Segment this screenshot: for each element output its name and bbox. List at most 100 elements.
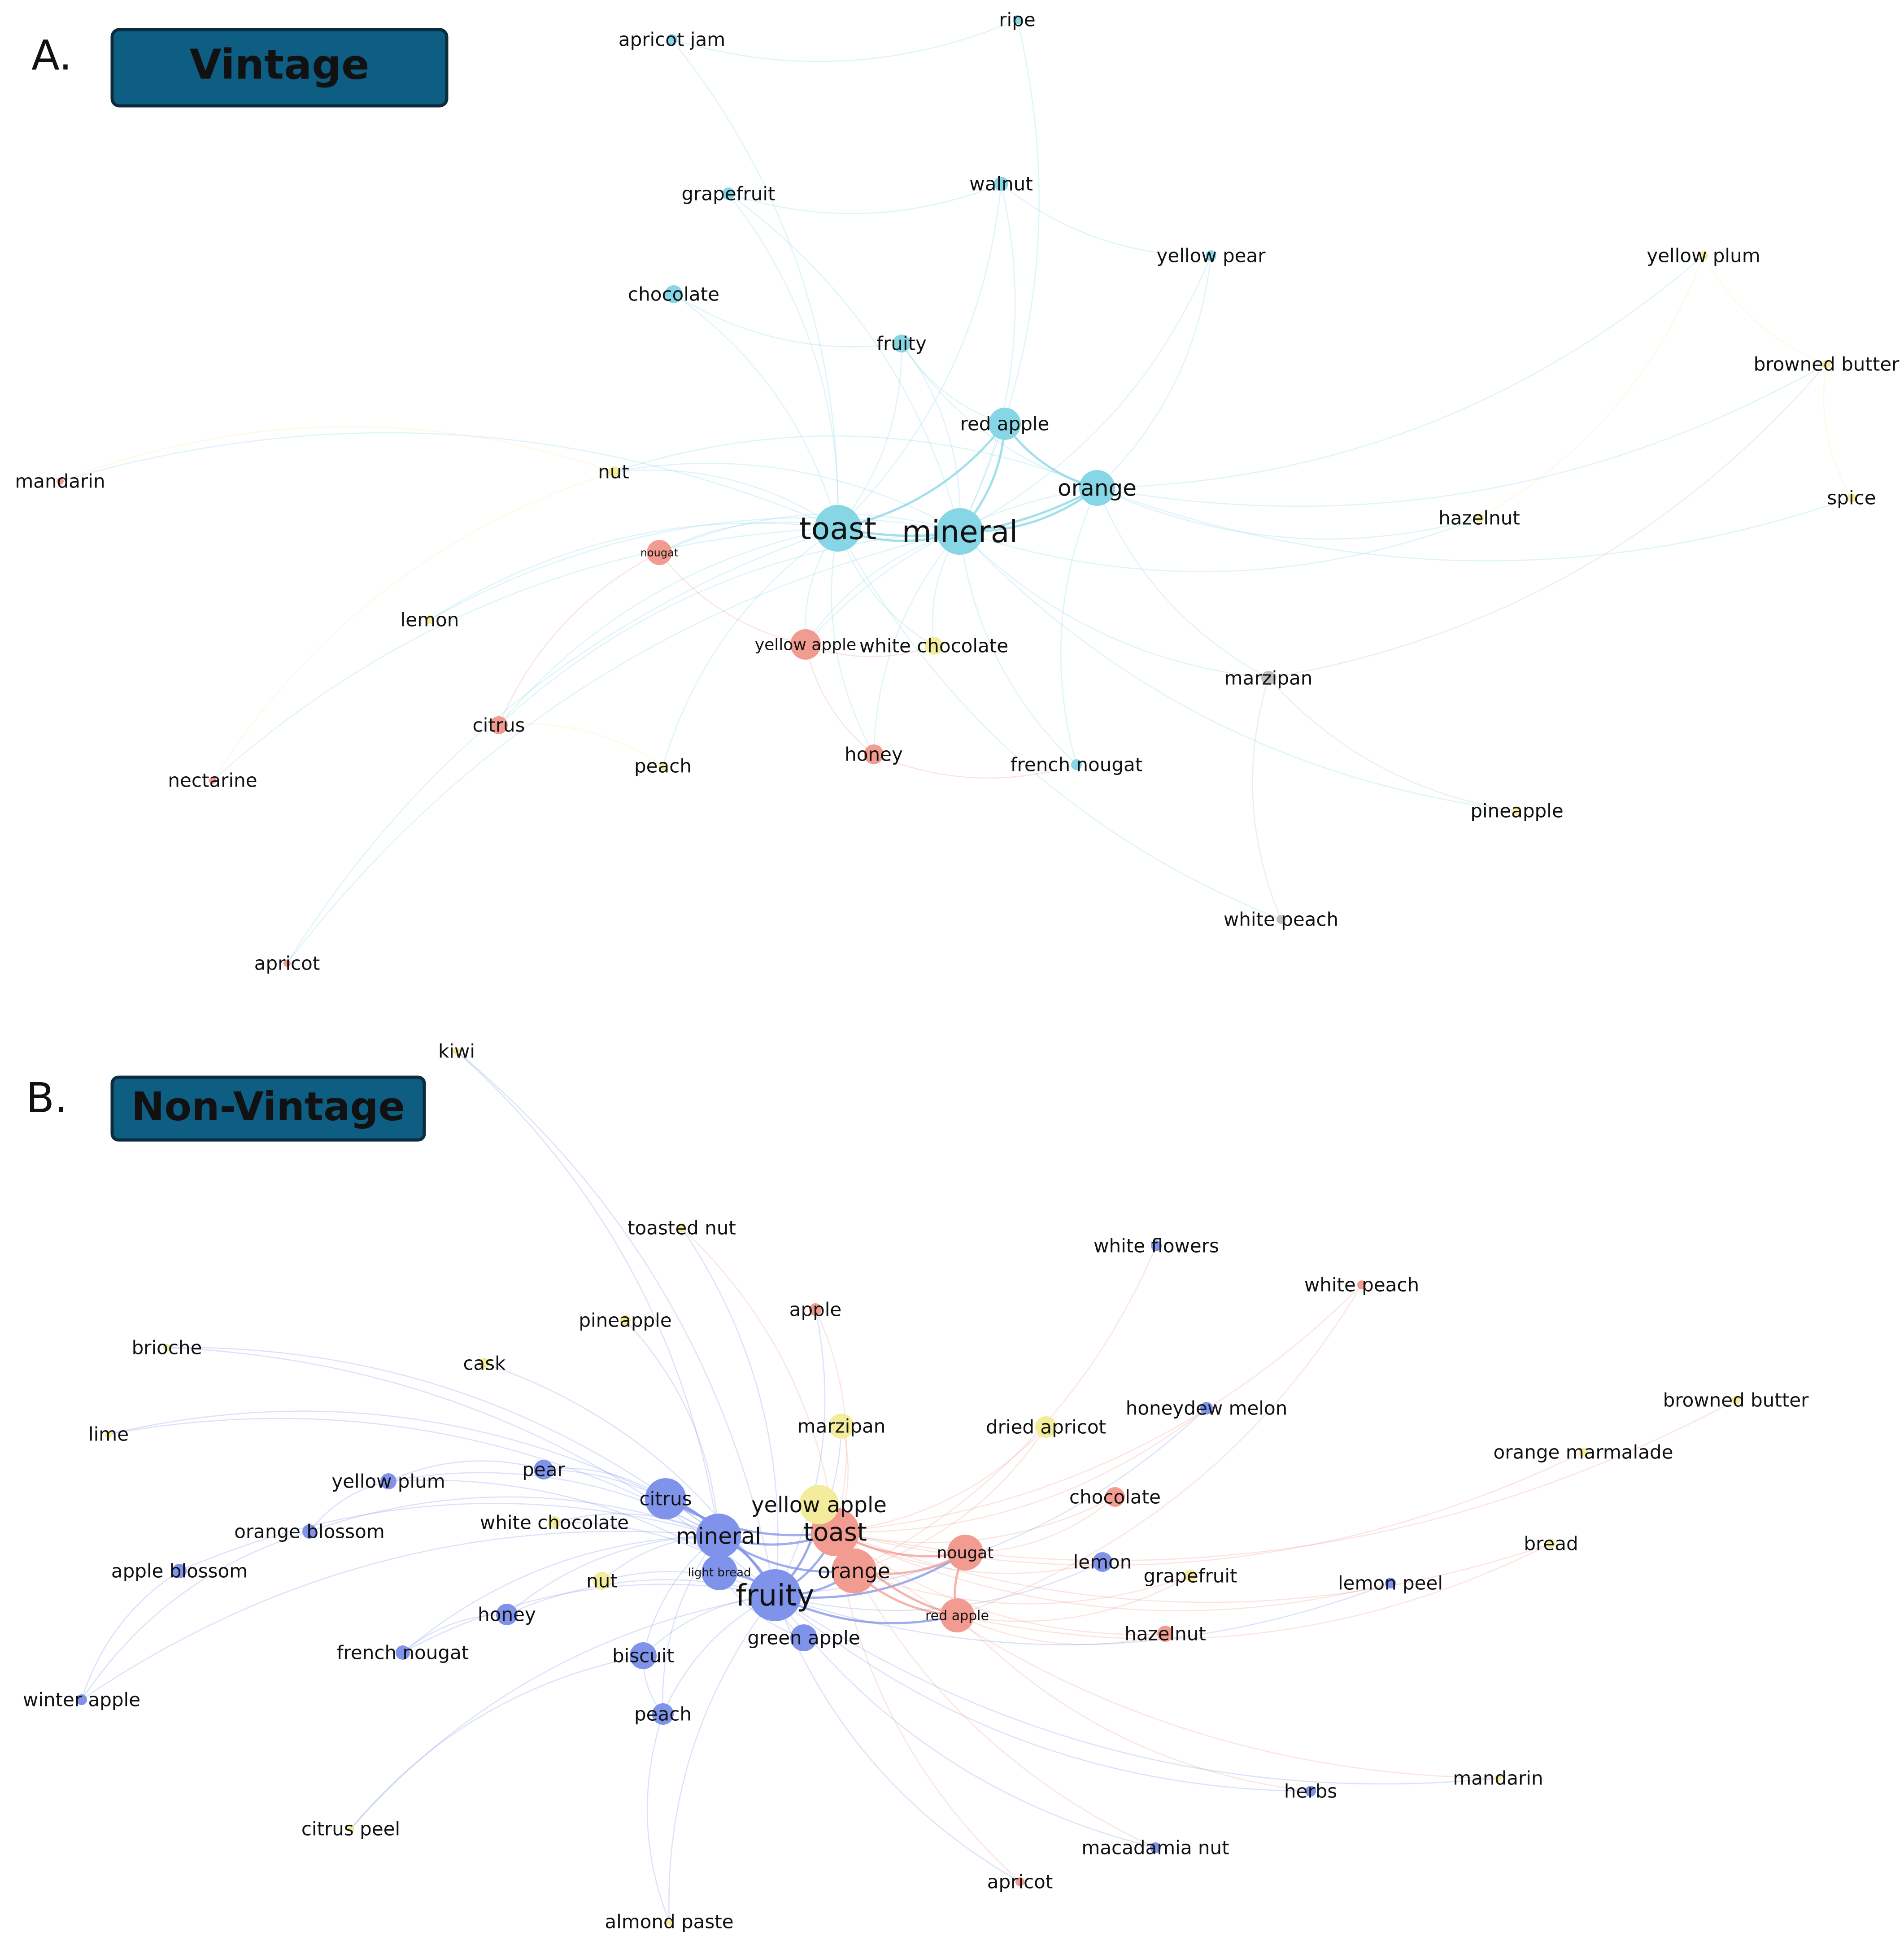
- edge-nougat-citrus: [498, 552, 660, 726]
- edge-fruity-orange: [901, 343, 1098, 489]
- node-chocolate: [1105, 1487, 1125, 1507]
- node-ripe: [1013, 15, 1022, 24]
- node-label-nougat: nougat: [937, 1544, 994, 1562]
- node-label-hazelnut: hazelnut: [1124, 1623, 1206, 1645]
- node-white-peach: [1357, 1280, 1366, 1289]
- node-label-macadamia-nut: macadamia nut: [1081, 1837, 1229, 1859]
- node-apple-blossom: [172, 1564, 187, 1578]
- edge-mineral-pear: [543, 1469, 719, 1536]
- node-orange: [1079, 470, 1115, 506]
- node-label-lemon: lemon: [401, 609, 459, 631]
- edge-orange-dried-apricot: [854, 1427, 1047, 1572]
- edge-red-apple-white-peach: [957, 1284, 1363, 1616]
- edge-mineral-pineapple: [959, 531, 1517, 812]
- edge-fruity-macadamia-nut: [774, 1595, 1156, 1849]
- node-bread: [1547, 1539, 1555, 1548]
- edge-toast-lemon: [429, 522, 838, 621]
- node-grapefruit: [1184, 1570, 1197, 1582]
- node-cask: [479, 1358, 490, 1369]
- node-label-chocolate: chocolate: [1069, 1486, 1161, 1508]
- node-spice: [1847, 493, 1856, 502]
- edge-toast-white-peach: [837, 528, 1281, 920]
- node-pear: [534, 1460, 553, 1479]
- edge-orange-hazelnut: [1097, 487, 1480, 540]
- node-label-grapefruit: grapefruit: [682, 183, 776, 205]
- panel-a-letter: A.: [31, 31, 72, 79]
- node-white-flowers: [1151, 1240, 1162, 1251]
- node-nut: [593, 1572, 611, 1590]
- panel-b-title-badge: [110, 1075, 426, 1142]
- node-label-red-apple: red apple: [960, 413, 1050, 435]
- node-yellow-apple: [790, 629, 821, 660]
- node-lemon-peel: [1385, 1578, 1396, 1588]
- edge-peach-citrus: [498, 723, 663, 767]
- node-lime: [105, 1431, 112, 1438]
- edge-toast-lemon-peel: [835, 1531, 1391, 1611]
- edge-orange-browned-butter: [1097, 363, 1827, 507]
- node-marzipan: [1261, 671, 1276, 685]
- edge-mineral-french-nougat: [959, 531, 1077, 765]
- node-red-apple: [940, 1598, 974, 1632]
- edge-mineral-grapefruit: [728, 193, 961, 532]
- edge-fruity-lemon: [775, 1561, 1103, 1611]
- node-label-cask: cask: [463, 1353, 506, 1375]
- edge-yellow-plum-orange-blossom: [309, 1480, 389, 1532]
- edge-orange-nut: [613, 435, 1098, 489]
- node-label-biscuit: biscuit: [612, 1645, 674, 1667]
- node-label-pear: pear: [522, 1459, 565, 1481]
- node-label-peach: peach: [634, 1703, 692, 1725]
- edge-honey-french-nougat: [873, 753, 1077, 779]
- node-label-brioche: brioche: [132, 1337, 202, 1359]
- node-biscuit: [630, 1642, 657, 1669]
- edge-mineral-apple-blossom: [179, 1503, 719, 1572]
- node-mandarin: [57, 478, 64, 485]
- edge-pear-yellow-plum: [388, 1460, 544, 1482]
- node-citrus: [645, 1478, 686, 1519]
- edge-mineral-white-chocolate: [554, 1513, 719, 1537]
- node-label-toast: toast: [799, 511, 876, 547]
- node-label-mineral: mineral: [676, 1523, 761, 1549]
- edge-orange-white-flowers: [854, 1245, 1157, 1572]
- node-marzipan: [829, 1414, 854, 1439]
- edge-toast-white-peach: [835, 1284, 1362, 1533]
- node-mandarin: [1494, 1775, 1502, 1782]
- edge-fruity-red-apple: [901, 343, 1005, 425]
- node-peach: [652, 1703, 674, 1725]
- edge-red-apple-hazelnut: [957, 1614, 1166, 1645]
- edge-mineral-kiwi: [456, 1051, 719, 1536]
- node-apricot-jam: [667, 34, 677, 45]
- edge-toast-fruity: [837, 343, 902, 529]
- edge-toast-peach: [662, 527, 838, 766]
- node-label-mandarin: mandarin: [15, 470, 105, 492]
- edge-toast-mandarin: [835, 1532, 1499, 1779]
- edge-mineral-fruity: [901, 343, 961, 532]
- edge-toast-honey: [831, 528, 875, 755]
- node-label-orange-blossom: orange blossom: [234, 1521, 385, 1543]
- edge-mineral-citrus: [498, 531, 960, 726]
- node-label-lemon: lemon: [1073, 1551, 1132, 1573]
- node-citrus-peel: [347, 1825, 354, 1832]
- edge-red-apple-grapefruit: [957, 1575, 1191, 1622]
- edge-grapefruit-walnut: [728, 183, 1002, 214]
- edge-nut-nectarine: [212, 471, 614, 781]
- edge-toast-lemon: [835, 1531, 1103, 1574]
- edge-nougat-chocolate: [965, 1497, 1115, 1553]
- node-label-winter-apple: winter apple: [23, 1689, 140, 1711]
- edge-toast-chocolate: [835, 1496, 1115, 1544]
- edge-mineral-winter-apple: [81, 1531, 719, 1701]
- edge-fruity-honey: [506, 1579, 776, 1615]
- edge-fruity-almond-paste: [668, 1595, 776, 1922]
- node-label-spice: spice: [1827, 487, 1876, 509]
- edge-red-apple-herbs: [957, 1615, 1311, 1792]
- node-label-light-bread: light bread: [688, 1566, 751, 1579]
- node-honey: [864, 744, 884, 764]
- node-honey: [496, 1604, 518, 1625]
- node-label-lemon-peel: lemon peel: [1338, 1572, 1443, 1594]
- edge-mineral-lime: [108, 1418, 719, 1537]
- node-label-honey: honey: [478, 1604, 536, 1626]
- edge-citrus-toast: [665, 1497, 836, 1536]
- node-label-nut: nut: [586, 1570, 618, 1592]
- edge-toast-dried-apricot: [835, 1427, 1046, 1533]
- edge-toast-bread: [835, 1531, 1551, 1603]
- node-label-pineapple: pineapple: [1470, 800, 1563, 822]
